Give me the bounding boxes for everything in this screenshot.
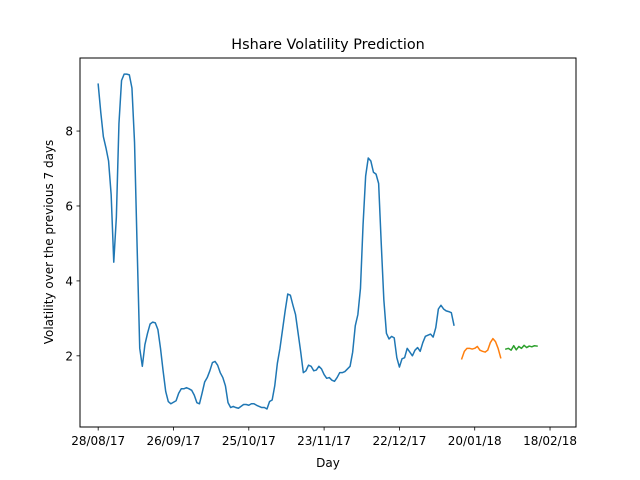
y-tick-label: 8 [65, 125, 73, 139]
series-line-3 [504, 344, 538, 351]
x-axis-label: Day [316, 456, 340, 470]
y-tick-label: 6 [65, 199, 73, 213]
series-line-1 [97, 73, 455, 410]
x-tick-label: 26/09/17 [147, 434, 201, 448]
x-tick-label: 28/08/17 [71, 434, 125, 448]
y-axis-label: Volatility over the previous 7 days [42, 140, 56, 345]
x-tick-label: 18/02/18 [523, 434, 577, 448]
series-layer [97, 73, 538, 410]
x-tick-label: 20/01/18 [448, 434, 502, 448]
x-axis: 28/08/17 26/09/17 25/10/17 23/11/17 22/12/17… [71, 427, 577, 448]
x-tick-label: 25/10/17 [222, 434, 276, 448]
y-axis: 2 4 6 8 [65, 125, 80, 363]
y-tick-label: 4 [65, 274, 73, 288]
x-tick-label: 23/11/17 [297, 434, 351, 448]
x-tick-label: 22/12/17 [372, 434, 426, 448]
series-line-2 [460, 337, 502, 360]
plot-frame [79, 57, 577, 428]
chart-title: Hshare Volatility Prediction [231, 37, 425, 53]
y-tick-label: 2 [65, 349, 73, 363]
